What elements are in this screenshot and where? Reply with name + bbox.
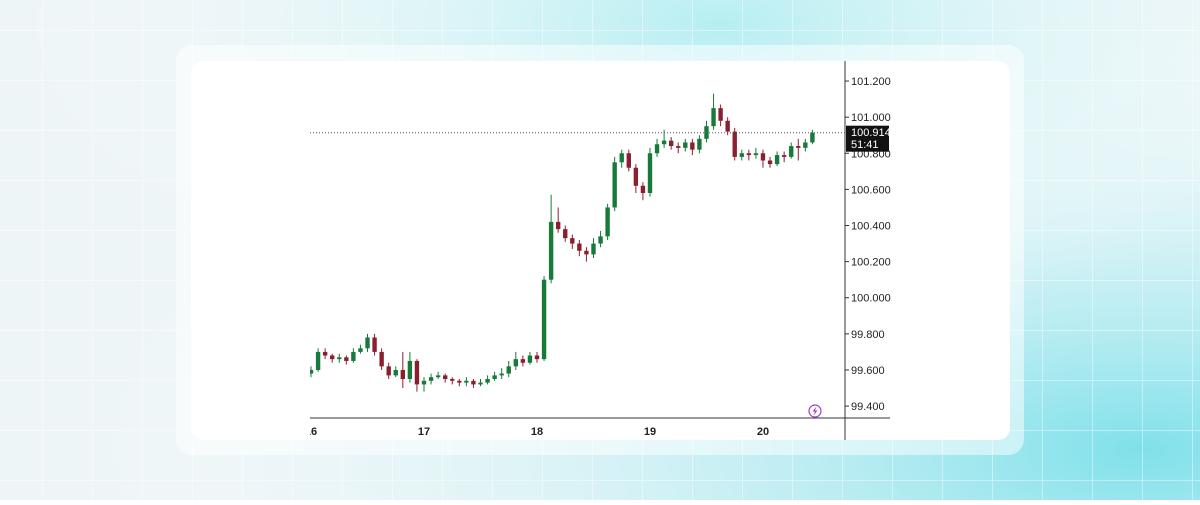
y-tick-label: 99.400 [851, 401, 885, 413]
x-tick-label: 16 [305, 426, 317, 438]
candle-body [471, 380, 476, 385]
candle-body [534, 355, 540, 360]
x-tick-label: 18 [531, 426, 543, 438]
candle-body [626, 153, 631, 168]
x-tick-label: 20 [757, 426, 769, 438]
candle-body [732, 131, 737, 157]
candle-body [577, 243, 582, 251]
time-axis: 16 17 18 19 20 [305, 426, 769, 438]
card [191, 61, 1010, 440]
candle-body [683, 142, 688, 148]
candle-body [789, 146, 794, 157]
y-tick-label: 101.200 [851, 76, 891, 88]
candle-body [443, 375, 448, 379]
candle-body [450, 378, 455, 381]
candle-body [774, 155, 780, 165]
candle-body [513, 359, 518, 367]
candle-body [344, 357, 349, 361]
candle-body [428, 377, 434, 381]
candle-body [499, 373, 504, 376]
x-tick-label: 19 [644, 426, 656, 438]
candle-body [527, 355, 533, 363]
candles [310, 93, 815, 392]
candle-body [739, 153, 744, 157]
candle-body [393, 369, 398, 376]
x-tick-label: 17 [418, 426, 430, 438]
candle-body [555, 221, 561, 230]
candle-body [718, 108, 723, 121]
candle-body [767, 160, 773, 165]
lightning-icon[interactable] [808, 404, 822, 418]
candle-body [372, 337, 377, 352]
candle-body [668, 140, 674, 147]
candle-body [310, 369, 314, 374]
candle-body [633, 167, 639, 186]
candle-body [464, 380, 469, 383]
candle-body [520, 359, 526, 363]
candle-body [379, 351, 384, 367]
candle-body [330, 355, 335, 360]
candle-body [690, 142, 695, 150]
candle-body [746, 153, 752, 156]
candle-body [407, 360, 413, 379]
y-tick-label: 99.600 [851, 365, 885, 377]
y-tick-label: 100.600 [851, 184, 891, 196]
y-tick-label: 99.800 [851, 329, 885, 341]
candle-body [654, 144, 660, 154]
candle-body [478, 382, 483, 385]
candle-body [492, 375, 497, 379]
candle-body [414, 360, 420, 385]
candle-body [591, 243, 596, 255]
candle-body [605, 207, 610, 237]
candle-body [457, 380, 462, 383]
candle-body [386, 366, 391, 376]
y-tick-label: 100.000 [851, 293, 891, 305]
candle-body [584, 250, 589, 255]
candle-body [358, 348, 363, 352]
y-tick-label: 101.000 [851, 112, 891, 124]
countdown: 51:41 [851, 139, 879, 151]
candle-body [400, 369, 406, 379]
candle-body [676, 146, 681, 148]
candle-body [781, 155, 787, 157]
candle-body [803, 142, 808, 148]
candle-body [548, 221, 554, 280]
candle-body [506, 366, 511, 374]
candle-body [322, 351, 328, 356]
candle-body [661, 140, 667, 145]
candle-body [760, 153, 766, 161]
candle-body [619, 153, 624, 163]
candle-body [810, 132, 815, 143]
candle-body [315, 351, 321, 370]
candle-body [753, 153, 759, 156]
candle-body [598, 236, 603, 244]
candle-body [612, 162, 617, 208]
candle-body [421, 380, 427, 385]
candle-body [337, 357, 342, 360]
candle-body [711, 108, 716, 127]
candle-body [351, 351, 356, 361]
last-price-tag [846, 125, 889, 152]
y-tick-label: 100.400 [851, 221, 891, 233]
candle-body [647, 153, 653, 194]
last-price-label: 100.914 [851, 127, 891, 139]
candle-body [697, 138, 702, 150]
candle-body [563, 229, 568, 239]
candle-body [485, 378, 490, 383]
candle-body [435, 375, 441, 378]
candle-body [796, 146, 801, 148]
candle-body [725, 120, 730, 132]
candle-body [541, 279, 547, 360]
candle-body [640, 185, 646, 194]
candle-body [365, 337, 370, 349]
y-tick-label: 100.200 [851, 257, 891, 269]
candle-body [570, 238, 575, 244]
